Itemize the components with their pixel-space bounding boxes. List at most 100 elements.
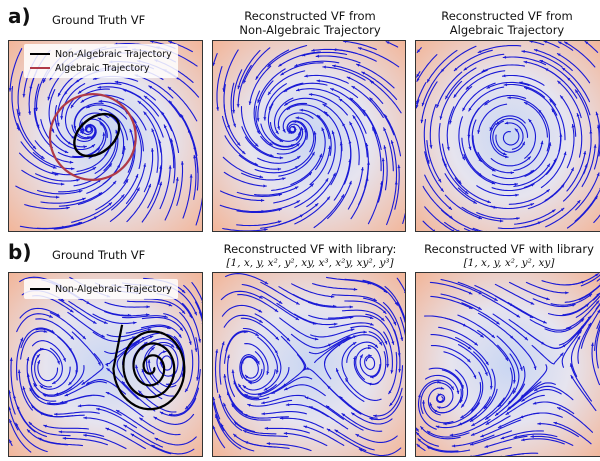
streamline-arrowhead <box>282 129 286 133</box>
streamline-arrowhead <box>491 334 495 338</box>
streamline <box>159 165 171 210</box>
streamline <box>20 141 57 169</box>
streamline-arrowhead <box>22 94 26 97</box>
streamline-arrowhead <box>443 163 447 167</box>
streamline <box>471 397 505 427</box>
streamline <box>551 108 562 152</box>
streamline-arrowhead <box>438 178 441 182</box>
streamline <box>223 171 267 187</box>
streamline <box>359 354 381 377</box>
streamline <box>332 48 377 62</box>
streamline <box>367 181 383 225</box>
streamline <box>224 331 248 364</box>
streamline-arrowhead <box>129 129 133 133</box>
streamline-arrowhead <box>420 426 424 430</box>
streamline-arrowhead <box>429 402 433 406</box>
streamline <box>221 304 263 317</box>
streamline-arrowhead <box>287 106 291 110</box>
streamline <box>126 183 152 223</box>
streamline-arrowhead <box>9 419 12 423</box>
streamline-arrowhead <box>346 336 350 340</box>
streamline <box>521 50 563 68</box>
streamline <box>566 77 591 116</box>
streamline <box>43 424 90 430</box>
streamline-arrowhead <box>416 78 420 82</box>
streamline <box>327 315 374 320</box>
streamline-arrowhead <box>196 377 200 381</box>
streamline <box>191 282 202 302</box>
streamline <box>286 120 308 140</box>
streamline <box>496 335 523 371</box>
streamline <box>316 80 359 99</box>
streamline <box>264 83 287 121</box>
streamline-arrowhead <box>326 196 330 200</box>
streamline <box>223 314 263 328</box>
streamline-arrowhead <box>437 393 441 397</box>
streamline <box>51 166 97 176</box>
streamline <box>294 60 340 67</box>
streamline-arrowhead <box>404 326 405 328</box>
streamline <box>130 433 172 455</box>
streamline-arrowhead <box>146 313 149 317</box>
streamline <box>316 114 332 157</box>
streamline-arrowhead <box>524 336 528 340</box>
streamline <box>16 313 53 333</box>
streamline <box>333 158 351 201</box>
streamline-arrowhead <box>427 446 431 450</box>
streamline-arrowhead <box>557 53 561 57</box>
streamline-arrowhead <box>389 402 393 406</box>
streamline-arrowhead <box>32 145 36 149</box>
streamline <box>15 185 60 198</box>
streamline-arrowhead <box>138 101 142 105</box>
streamline-arrowhead <box>9 407 12 411</box>
streamline-arrowhead <box>351 86 356 89</box>
streamline <box>257 366 290 396</box>
streamline <box>121 315 168 319</box>
streamline-arrowhead <box>521 438 525 442</box>
streamline <box>566 195 598 229</box>
streamline <box>514 209 556 225</box>
streamline-arrowhead <box>55 392 59 396</box>
streamline-arrowhead <box>201 301 202 303</box>
streamline <box>424 206 455 231</box>
streamline <box>109 187 140 222</box>
streamline-arrowhead <box>168 41 172 44</box>
streamline-arrowhead <box>234 421 238 425</box>
streamline-arrowhead <box>521 398 525 402</box>
streamline-arrowhead <box>478 306 482 310</box>
streamline <box>61 83 86 120</box>
streamline <box>70 88 110 109</box>
streamline-arrowhead <box>164 124 167 129</box>
streamline <box>469 388 498 423</box>
streamline-arrowhead <box>115 80 119 84</box>
streamline-arrowhead <box>66 206 70 210</box>
streamline <box>143 95 173 132</box>
streamline-arrowhead <box>513 380 516 384</box>
streamline-arrowhead <box>218 394 222 398</box>
streamline <box>565 300 600 329</box>
streamline-arrowhead <box>356 63 360 67</box>
streamline-arrowhead <box>216 107 220 111</box>
streamline-arrowhead <box>322 65 326 69</box>
streamline <box>549 324 585 349</box>
streamline-arrowhead <box>233 434 237 438</box>
streamline-arrowhead <box>454 67 458 71</box>
streamline-arrowhead <box>147 359 151 363</box>
streamline <box>283 384 326 397</box>
streamline <box>537 423 579 438</box>
streamline-arrowhead <box>38 437 42 441</box>
streamline <box>471 119 482 163</box>
streamline-arrowhead <box>452 229 455 231</box>
streamline-arrowhead <box>265 426 268 430</box>
streamline-arrowhead <box>63 436 66 440</box>
streamline-arrowhead <box>254 143 258 147</box>
streamline <box>556 407 594 433</box>
streamline-arrowhead <box>551 109 555 113</box>
streamline <box>421 67 445 107</box>
streamline <box>547 303 590 317</box>
streamline-arrowhead <box>359 354 363 358</box>
streamline <box>361 71 398 101</box>
streamline <box>489 123 509 158</box>
streamline <box>429 281 473 295</box>
streamline-arrowhead <box>123 89 127 92</box>
